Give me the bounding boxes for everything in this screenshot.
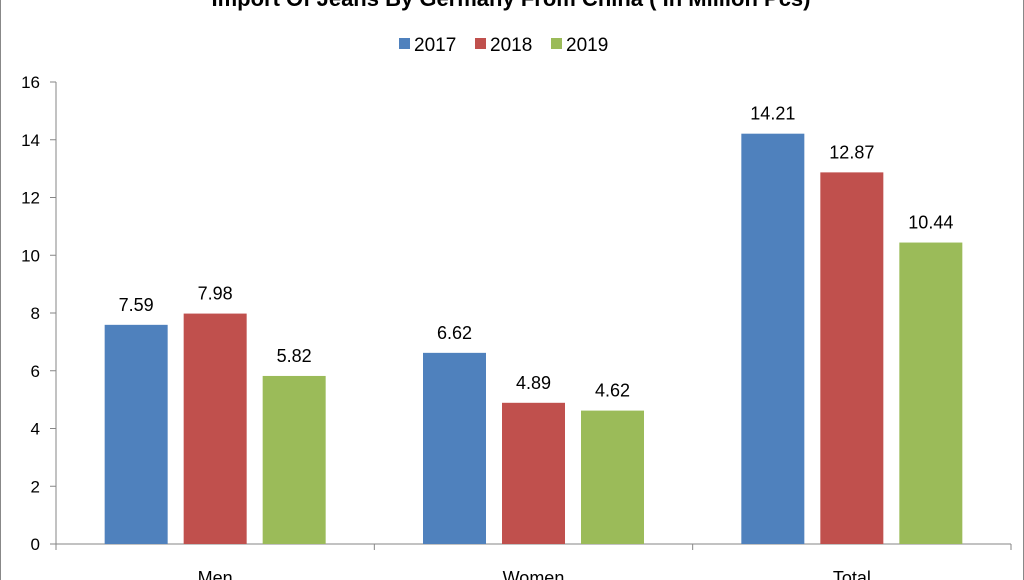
data-label-total-2017: 14.21: [750, 104, 795, 124]
data-label-total-2018: 12.87: [829, 142, 874, 162]
x-category-label: Women: [503, 568, 565, 580]
data-label-men-2017: 7.59: [119, 295, 154, 315]
bar-women-2018: [502, 402, 565, 544]
legend-swatch-2018: [475, 38, 486, 49]
x-category-label: Total: [833, 568, 871, 580]
y-tick-label: 16: [21, 73, 40, 92]
y-tick-label: 12: [21, 189, 40, 208]
legend-label-2019: 2019: [566, 35, 608, 56]
y-tick-label: 10: [21, 246, 40, 265]
data-label-women-2017: 6.62: [437, 323, 472, 343]
data-label-women-2018: 4.89: [516, 373, 551, 393]
legend: 2017 2018 2019: [399, 35, 608, 56]
bar-women-2019: [581, 410, 644, 544]
y-tick-label: 8: [31, 304, 40, 323]
y-tick-label: 14: [21, 131, 40, 150]
legend-label-2017: 2017: [414, 35, 456, 56]
bars-group: [104, 133, 963, 545]
y-tick-label: 2: [31, 477, 40, 496]
bar-women-2017: [423, 352, 486, 544]
data-label-men-2018: 7.98: [198, 284, 233, 304]
y-axis: 0 2 4 6 8 10 12 14 16: [21, 73, 57, 554]
bar-men-2017: [104, 324, 168, 544]
x-category-label: Men: [198, 568, 233, 580]
y-tick-label: 0: [31, 535, 40, 554]
bar-total-2017: [741, 133, 805, 544]
data-label-men-2019: 5.82: [277, 346, 312, 366]
data-labels-group: 7.59 7.98 5.82 6.62 4.89 4.62 14.21 12.87 10.44: [119, 104, 954, 401]
bar-men-2019: [262, 375, 326, 544]
legend-swatch-2017: [399, 38, 410, 49]
y-tick-label: 6: [31, 362, 40, 381]
data-label-total-2019: 10.44: [908, 213, 953, 233]
x-axis: Men Women Total: [55, 543, 1012, 580]
y-tick-label: 4: [31, 420, 40, 439]
chart-title: Import Of Jeans By Germany From China ( …: [212, 0, 811, 11]
legend-label-2018: 2018: [490, 35, 532, 56]
bar-total-2019: [899, 242, 963, 545]
data-label-women-2019: 4.62: [595, 381, 630, 401]
bar-total-2018: [820, 172, 884, 544]
legend-swatch-2019: [551, 38, 562, 49]
bar-men-2018: [183, 313, 247, 544]
